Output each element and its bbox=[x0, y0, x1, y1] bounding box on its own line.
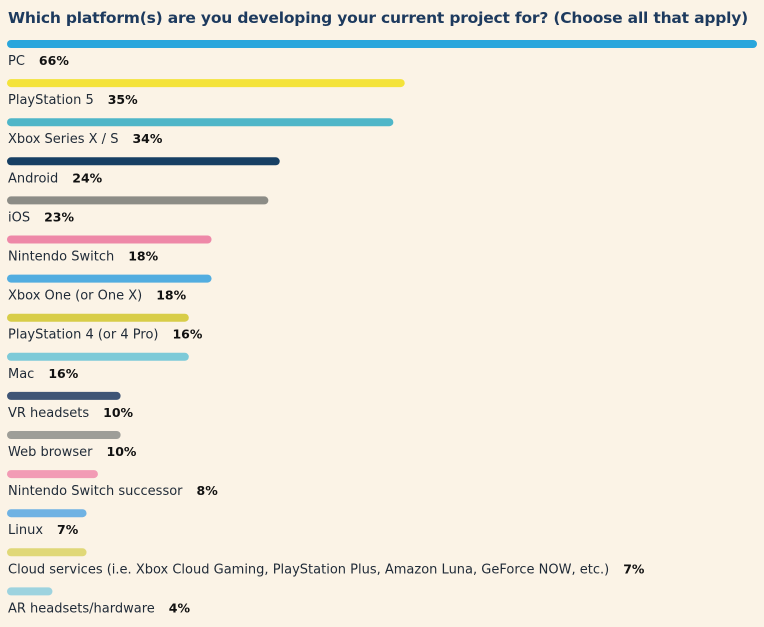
category-label-0: PC bbox=[8, 54, 25, 69]
category-label-2: Xbox Series X / S bbox=[8, 132, 118, 147]
category-label-5: Nintendo Switch bbox=[8, 250, 114, 265]
value-label-9: 10% bbox=[103, 405, 133, 420]
value-label-6: 18% bbox=[156, 288, 186, 303]
category-label-12: Linux bbox=[8, 523, 43, 538]
bar-4 bbox=[7, 196, 269, 205]
value-label-14: 4% bbox=[169, 600, 191, 615]
category-label-4: iOS bbox=[8, 210, 30, 225]
value-label-8: 16% bbox=[48, 366, 78, 381]
category-label-7: PlayStation 4 (or 4 Pro) bbox=[8, 328, 158, 343]
bar-12 bbox=[7, 509, 87, 518]
bar-14 bbox=[7, 587, 53, 596]
bar-8 bbox=[7, 352, 189, 361]
bar-6 bbox=[7, 274, 212, 283]
value-label-0: 66% bbox=[39, 53, 69, 68]
value-label-1: 35% bbox=[108, 92, 138, 107]
bar-2 bbox=[7, 118, 394, 127]
value-label-12: 7% bbox=[57, 522, 79, 537]
value-label-3: 24% bbox=[72, 170, 102, 185]
value-label-11: 8% bbox=[197, 483, 219, 498]
category-label-13: Cloud services (i.e. Xbox Cloud Gaming, … bbox=[8, 562, 609, 577]
bar-10 bbox=[7, 431, 121, 439]
category-label-6: Xbox One (or One X) bbox=[8, 289, 142, 304]
bar-1 bbox=[7, 79, 405, 88]
value-label-5: 18% bbox=[128, 249, 158, 264]
category-label-14: AR headsets/hardware bbox=[8, 601, 155, 616]
bar-5 bbox=[7, 235, 212, 244]
value-label-13: 7% bbox=[623, 561, 645, 576]
bar-7 bbox=[7, 313, 189, 322]
bar-3 bbox=[7, 157, 280, 166]
chart-title: Which platform(s) are you developing you… bbox=[8, 9, 749, 27]
bar-0 bbox=[7, 40, 757, 48]
category-label-11: Nintendo Switch successor bbox=[8, 484, 183, 499]
value-label-7: 16% bbox=[172, 327, 202, 342]
category-label-8: Mac bbox=[8, 367, 34, 382]
bar-9 bbox=[7, 391, 121, 400]
value-label-10: 10% bbox=[107, 444, 137, 459]
category-label-3: Android bbox=[8, 171, 58, 186]
bar-11 bbox=[7, 470, 98, 479]
bar-13 bbox=[7, 548, 87, 557]
value-label-4: 23% bbox=[44, 209, 74, 224]
category-label-9: VR headsets bbox=[8, 406, 89, 421]
category-label-10: Web browser bbox=[8, 445, 93, 460]
category-label-1: PlayStation 5 bbox=[8, 93, 94, 108]
value-label-2: 34% bbox=[132, 131, 162, 146]
